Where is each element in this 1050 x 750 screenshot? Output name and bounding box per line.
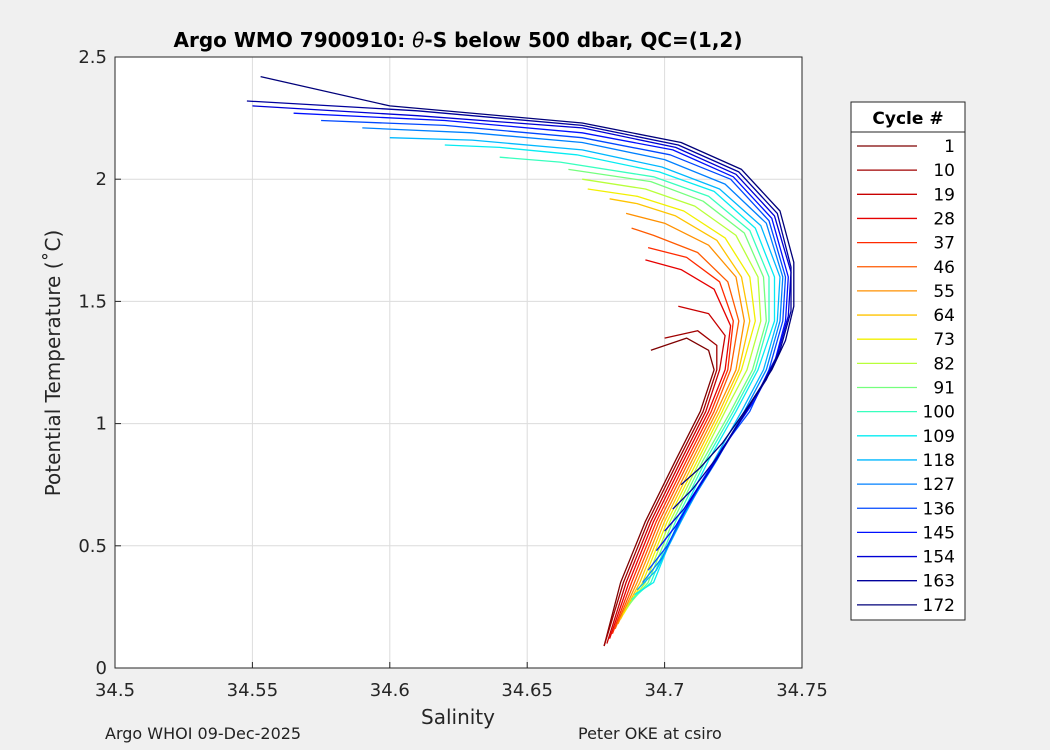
legend-label: 64 [933, 306, 955, 326]
legend-label: 37 [933, 234, 955, 254]
y-tick-label: 0.5 [78, 536, 107, 557]
x-axis-label: Salinity [421, 705, 495, 729]
x-tick-labels: 34.5 34.55 34.6 34.65 34.7 34.75 [95, 680, 828, 701]
y-tick-label: 1 [96, 414, 107, 435]
series-line-cycle-37 [611, 246, 734, 635]
legend-label: 145 [923, 523, 955, 543]
series-line-cycle-172 [260, 75, 795, 486]
footer-credit: Peter OKE at csiro [578, 724, 722, 743]
legend-label: 118 [923, 451, 955, 471]
x-tick-label: 34.7 [645, 680, 685, 701]
series-line-cycle-127 [362, 127, 784, 583]
legend-label: 136 [923, 499, 955, 519]
series-layer [246, 75, 795, 647]
series-line-cycle-154 [252, 105, 792, 532]
x-tick-label: 34.65 [501, 680, 553, 701]
legend-label: 82 [933, 354, 955, 374]
x-tick-label: 34.75 [776, 680, 828, 701]
legend-title: Cycle # [872, 109, 943, 129]
legend-label: 28 [933, 209, 955, 229]
series-line-cycle-19 [606, 305, 726, 644]
legend-label: 109 [923, 427, 955, 447]
series-line-cycle-163 [246, 100, 792, 510]
series-line-cycle-46 [614, 227, 740, 630]
y-tick-label: 0 [96, 658, 107, 679]
series-line-cycle-28 [608, 259, 732, 639]
series-line-cycle-64 [609, 198, 751, 620]
legend-label: 127 [923, 475, 955, 495]
y-tick-labels: 0 0.5 1 1.5 2 2.5 [78, 47, 107, 679]
series-line-cycle-10 [603, 330, 718, 647]
legend-label: 163 [923, 572, 955, 592]
legend-label: 46 [933, 258, 955, 278]
legend-label: 154 [923, 548, 955, 568]
y-tick-label: 2 [96, 169, 107, 190]
y-axis-label: Potential Temperature (˚C) [41, 230, 65, 497]
x-tick-label: 34.5 [95, 680, 135, 701]
legend-box [850, 101, 966, 621]
legend-label: 100 [923, 403, 955, 423]
series-line-cycle-100 [499, 156, 770, 601]
x-tick-label: 34.6 [370, 680, 410, 701]
legend-label: 1 [944, 137, 955, 157]
series-line-cycle-91 [568, 168, 767, 605]
legend-label: 55 [933, 282, 955, 302]
series-line-cycle-82 [582, 178, 762, 610]
legend: Cycle # 1 10 19 28 37 46 55 64 73 82 91 100 109 118 12… [850, 101, 966, 621]
y-tick-label: 2.5 [78, 47, 107, 68]
series-line-cycle-118 [389, 137, 781, 591]
series-line-cycle-1 [603, 337, 715, 647]
x-tick-label: 34.55 [227, 680, 279, 701]
legend-label: 172 [923, 596, 955, 616]
series-line-cycle-55 [617, 212, 745, 625]
legend-label: 10 [933, 161, 955, 181]
plot-area [115, 57, 802, 668]
legend-label: 91 [933, 379, 955, 399]
series-line-cycle-73 [587, 188, 756, 615]
chart-title: Argo WMO 7900910: θ-S below 500 dbar, QC… [174, 28, 743, 52]
series-line-cycle-109 [444, 144, 776, 596]
y-tick-label: 1.5 [78, 291, 107, 312]
legend-label: 73 [933, 330, 955, 350]
footer-source: Argo WHOI 09-Dec-2025 [105, 724, 302, 743]
legend-label: 19 [933, 185, 955, 205]
plot-frame [114, 56, 803, 669]
